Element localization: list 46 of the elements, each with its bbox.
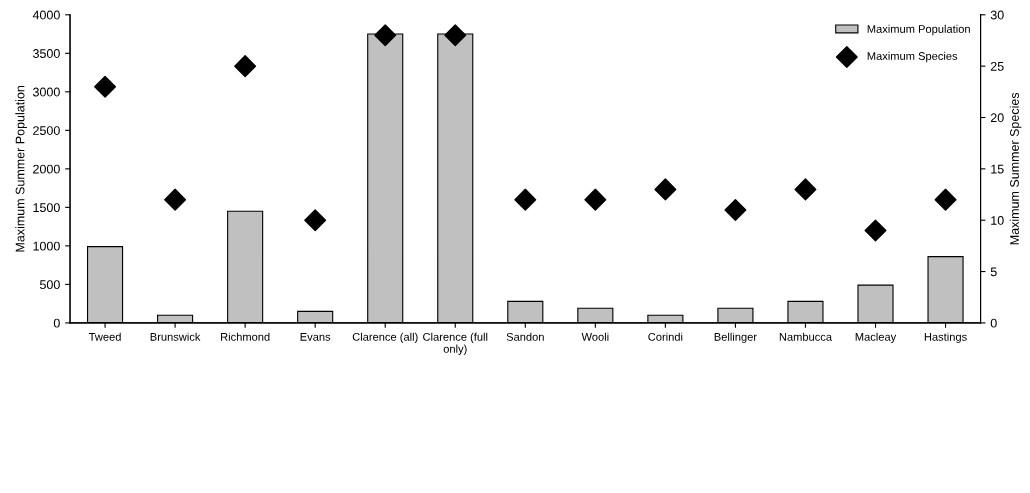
point bbox=[584, 188, 607, 211]
x-tick-label: Brunswick bbox=[150, 332, 201, 341]
point bbox=[514, 188, 537, 211]
y-tick-label: 1000 bbox=[33, 241, 60, 251]
point bbox=[724, 198, 747, 221]
point bbox=[794, 178, 817, 201]
point bbox=[304, 209, 327, 232]
y2-tick-label: 5 bbox=[990, 267, 997, 277]
y-tick-label: 0 bbox=[53, 318, 60, 328]
x-tick-label: Clarence (all) bbox=[352, 332, 418, 343]
y2-tick-label: 0 bbox=[990, 318, 997, 328]
x-tick-label: Clarence (full only) bbox=[423, 332, 488, 355]
x-tick-label: Corindi bbox=[648, 332, 683, 341]
x-tick-label: Tweed bbox=[88, 332, 121, 341]
point bbox=[654, 178, 677, 201]
y-axis-title: Maximum Summer Population bbox=[15, 85, 27, 252]
y-tick-label: 500 bbox=[39, 280, 60, 290]
y-tick-label: 2500 bbox=[33, 126, 60, 135]
point bbox=[864, 219, 887, 242]
legend-label: Maximum Population bbox=[867, 24, 970, 36]
y2-tick-label: 30 bbox=[990, 10, 1004, 20]
point bbox=[164, 188, 187, 211]
y2-tick-label: 10 bbox=[991, 216, 1004, 225]
point bbox=[234, 55, 257, 78]
x-tick-label: Bellinger bbox=[714, 332, 757, 343]
y2-axis-title: Maximum Summer Species bbox=[1009, 92, 1022, 245]
point bbox=[374, 24, 397, 47]
y-tick-label: 3000 bbox=[32, 87, 60, 97]
legend-label: Maximum Species bbox=[867, 51, 958, 63]
y-tick-label: 1500 bbox=[33, 203, 60, 213]
y-tick-label: 3500 bbox=[32, 49, 60, 58]
y-tick-label: 4000 bbox=[32, 10, 60, 20]
x-tick-label: Sandon bbox=[506, 332, 544, 341]
x-tick-label: Richmond bbox=[221, 332, 270, 341]
x-tick-label: Evans bbox=[300, 333, 331, 341]
y2-tick-label: 20 bbox=[990, 113, 1004, 123]
x-tick-label: Macleay bbox=[855, 332, 897, 343]
point bbox=[444, 24, 467, 47]
x-tick-label: Wooli bbox=[581, 332, 609, 341]
y2-tick-label: 25 bbox=[990, 61, 1004, 71]
y-tick-label: 2000 bbox=[33, 164, 60, 174]
y2-tick-label: 15 bbox=[991, 164, 1004, 174]
point bbox=[934, 188, 957, 211]
x-tick-label: Nambucca bbox=[779, 332, 833, 341]
point bbox=[94, 75, 117, 98]
x-tick-label: Hastings bbox=[924, 332, 967, 343]
